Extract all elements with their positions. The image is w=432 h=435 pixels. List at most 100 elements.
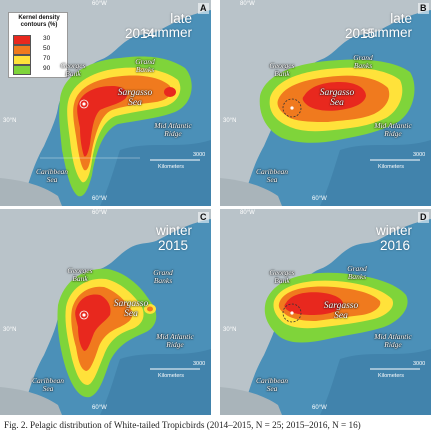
scale-max: 3000 [413,361,426,367]
season-label: winter [375,223,412,238]
place-georges-bank: Georges Bank [269,268,295,285]
contour-50-east [147,306,153,312]
place-sargasso-sea: Sargasso Sea [117,88,153,108]
panel-letter: B [418,3,429,14]
place-mid-atlantic-ridge: Mid Atlantic Ridge [374,332,412,349]
lat-label: 30°N [3,118,17,124]
scale-unit: Kilometers [378,373,404,379]
scale-unit: Kilometers [378,164,404,170]
legend: Kernel density contours (%) 30 50 70 90 [8,12,68,78]
map-c-canvas [0,209,211,415]
contour-30-east [164,87,176,97]
panel-letter: C [198,212,209,223]
map-panel-d: 80°W D winter 2016 Georges Bank Grand Ba… [220,209,431,415]
lon-label-top: 60°W [92,1,107,7]
colony-ring [79,99,89,109]
legend-value-30: 30 [43,35,51,42]
colony-ring [282,98,302,118]
colony-marker [290,311,294,315]
scale-unit: Kilometers [158,373,184,379]
north-america-land [220,0,431,206]
panel-letter: D [418,212,429,223]
place-caribbean-sea: Caribbean Sea [31,376,65,393]
lon-label-top: 60°W [92,210,107,216]
panel-letter: A [198,3,209,14]
legend-item-50: 50 [13,45,65,55]
legend-swatch-70 [13,55,31,65]
scale-unit: Kilometers [158,164,184,170]
place-sargasso-sea: Sargasso Sea [113,299,149,319]
lat-label: 30°N [223,118,237,124]
legend-swatch-30 [13,35,31,45]
season-label: late summer [363,11,412,40]
season-label: late summer [143,11,192,40]
scale-max: 3000 [193,152,206,158]
lon-label-top: 80°W [240,210,255,216]
map-panel-a: Kernel density contours (%) 30 50 70 90 … [0,0,211,206]
place-sargasso-sea: Sargasso Sea [323,301,359,321]
contour-30 [75,294,111,351]
map-d-canvas [220,209,431,415]
place-mid-atlantic-ridge: Mid Atlantic Ridge [154,121,192,138]
map-panel-b: 80°W B late summer 2015 Georges Bank Gra… [220,0,431,206]
kde-contours [59,56,192,197]
colony-marker [82,313,86,317]
caribbean-land [220,178,282,206]
place-caribbean-sea: Caribbean Sea [255,376,289,393]
place-georges-bank: Georges Bank [60,61,86,78]
bermuda-colony [79,99,89,109]
deep-ocean [320,140,431,206]
place-mid-atlantic-ridge: Mid Atlantic Ridge [374,121,412,138]
place-sargasso-sea: Sargasso Sea [319,88,355,108]
lon-label-bottom: 60°W [92,196,107,202]
caribbean-land [0,387,62,415]
bermuda-colony [282,303,302,323]
lon-label-bottom: 60°W [312,405,327,411]
bermuda-colony [79,310,89,320]
scale-max: 3000 [413,152,426,158]
year-label: 2016 [380,238,411,253]
bermuda-colony [282,98,302,118]
legend-value-90: 90 [43,65,51,72]
north-america-land [0,209,211,415]
figure-caption: Fig. 2. Pelagic distribution of White-ta… [4,420,361,430]
lat-label: 30°N [3,327,17,333]
year-label: 2014 [125,26,156,41]
kde-contours [259,59,415,143]
legend-value-50: 50 [43,45,51,52]
map-b-canvas [220,0,431,206]
north-america-land [220,209,431,415]
season-label: winter [155,223,192,238]
deep-ocean [100,140,211,206]
place-grand-banks: Grand Banks [135,57,155,74]
contour-30 [302,82,366,111]
deep-ocean [320,349,431,415]
colony-marker [290,106,294,110]
deep-ocean [100,349,211,415]
place-grand-banks: Grand Banks [347,264,367,281]
legend-item-70: 70 [13,55,65,65]
kde-contours [57,268,157,398]
colony-ring [282,303,302,323]
caribbean-land [0,178,62,206]
lat-label: 30°N [223,327,237,333]
place-georges-bank: Georges Bank [269,61,295,78]
colony-marker [82,102,86,106]
place-caribbean-sea: Caribbean Sea [255,167,289,184]
lon-label-top: 80°W [240,1,255,7]
year-label: 2015 [158,238,189,253]
place-georges-bank: Georges Bank [67,266,93,283]
place-grand-banks: Grand Banks [153,268,173,285]
legend-value-70: 70 [43,55,51,62]
legend-item-90: 90 [13,65,65,75]
contour-30 [77,86,128,157]
place-grand-banks: Grand Banks [353,53,373,70]
contour-30 [284,292,344,315]
map-panel-c: 60°W C winter 2015 Georges Bank Grand Ba… [0,209,211,415]
caribbean-land [220,387,282,415]
place-mid-atlantic-ridge: Mid Atlantic Ridge [156,332,194,349]
colony-ring [79,310,89,320]
kde-contours [264,272,408,343]
legend-title: Kernel density contours (%) [18,15,60,28]
scale-max: 3000 [193,361,206,367]
